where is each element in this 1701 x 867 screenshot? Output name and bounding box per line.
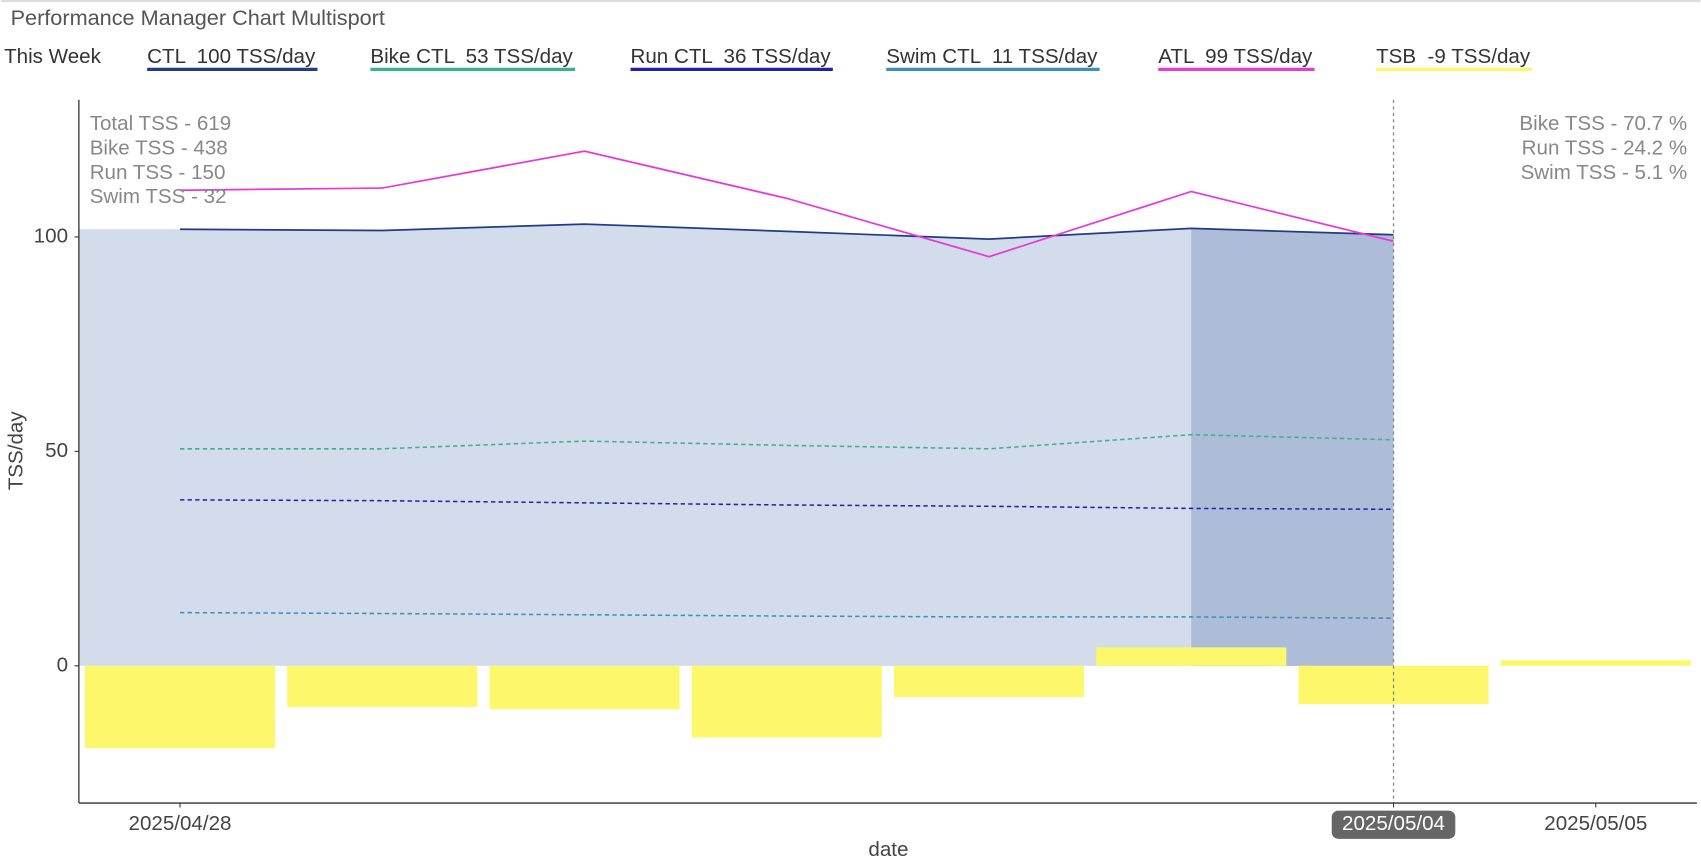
x-tick-highlight	[1331, 810, 1456, 839]
x-axis-label: date	[868, 838, 908, 861]
series-line	[179, 433, 1394, 450]
x-tick-label: 2025/05/05	[1544, 812, 1647, 835]
legend-label: TSB -9 TSS/day	[1376, 45, 1531, 68]
tsb-bar	[1096, 647, 1287, 666]
annotation-left: Swim TSS - 32	[90, 185, 227, 208]
legend-item: Swim CTL 11 TSS/day	[886, 45, 1100, 71]
legend-item: Run CTL 36 TSS/day	[630, 45, 833, 71]
annotation-right: Bike TSS - 70.7 %	[1519, 112, 1687, 135]
x-tick-label: 2025/04/28	[128, 812, 231, 835]
legend-item: CTL 100 TSS/day	[147, 45, 318, 71]
tsb-bar	[84, 665, 276, 749]
legend-item: ATL 99 TSS/day	[1158, 45, 1315, 71]
tsb-bar	[1500, 660, 1691, 666]
chart-title: Performance Manager Chart Multisport	[11, 5, 385, 30]
series-line	[179, 150, 1394, 258]
series-line	[179, 223, 1394, 240]
tsb-bar	[691, 665, 882, 738]
legend-label: CTL 100 TSS/day	[147, 45, 316, 68]
x-tick-label: 2025/05/04	[1342, 812, 1445, 835]
legend-label: Bike CTL 53 TSS/day	[370, 45, 573, 68]
annotation-right: Swim TSS - 5.1 %	[1521, 161, 1688, 184]
plot-area	[78, 150, 1691, 749]
annotation-right: Run TSS - 24.2 %	[1522, 136, 1687, 159]
y-tick-label: 100	[34, 224, 68, 247]
legend-item: TSB -9 TSS/day	[1376, 45, 1533, 71]
annotation-left: Total TSS - 619	[90, 112, 231, 135]
legend-title: This Week	[4, 45, 102, 68]
tsb-bar	[489, 665, 680, 710]
legend-label: Run CTL 36 TSS/day	[630, 45, 831, 68]
annotation-left: Run TSS - 150	[90, 161, 226, 184]
legend-label: ATL 99 TSS/day	[1158, 45, 1313, 68]
annotation-left: Bike TSS - 438	[90, 136, 228, 159]
y-axis-label: TSS/day	[5, 411, 28, 491]
tsb-bar	[287, 665, 478, 707]
series-line	[179, 499, 1394, 511]
tsb-bar	[893, 665, 1085, 698]
y-tick-label: 0	[57, 653, 68, 676]
legend-item: Bike CTL 53 TSS/day	[370, 45, 576, 71]
y-tick-label: 50	[45, 439, 68, 462]
highlight-range	[1191, 228, 1394, 666]
legend-label: Swim CTL 11 TSS/day	[886, 45, 1098, 68]
series-line	[179, 611, 1394, 619]
